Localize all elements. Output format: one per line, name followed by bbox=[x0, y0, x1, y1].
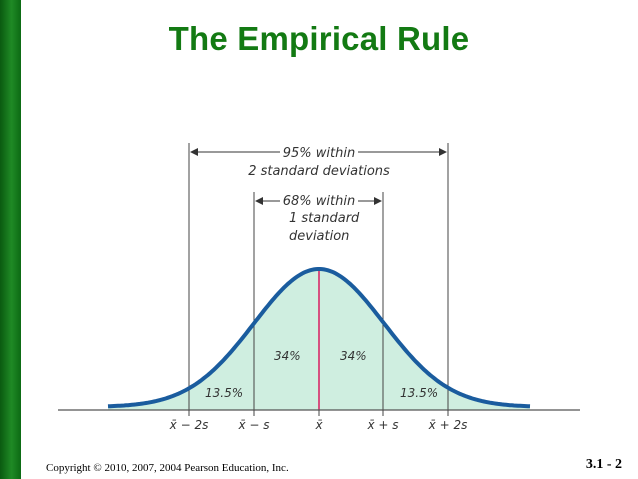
tick-label-plus-s: x̄ + s bbox=[366, 418, 398, 432]
region-outer-right-pct: 13.5% bbox=[400, 386, 438, 400]
tick-label-mean: x̄ bbox=[314, 418, 323, 432]
tick-label-minus-2s: x̄ − 2s bbox=[169, 418, 209, 432]
span-95-label-line1: 95% within bbox=[283, 146, 355, 161]
slide-number: 3.1 - 2 bbox=[585, 457, 622, 472]
span-68-label-line3: deviation bbox=[289, 229, 349, 244]
span-68-label-line1: 68% within bbox=[283, 194, 355, 209]
copyright-notice: Copyright © 2010, 2007, 2004 Pearson Edu… bbox=[46, 462, 289, 474]
tick-label-plus-2s: x̄ + 2s bbox=[428, 418, 468, 432]
region-outer-left-pct: 13.5% bbox=[205, 386, 243, 400]
region-inner-right-pct: 34% bbox=[340, 349, 367, 363]
slide-title: The Empirical Rule bbox=[168, 20, 470, 57]
bell-curve bbox=[107, 267, 531, 409]
tick-label-minus-s: x̄ − s bbox=[237, 418, 269, 432]
side-accent-bar bbox=[0, 0, 21, 479]
span-68-label-line2: 1 standard bbox=[289, 211, 360, 226]
span-95-label-line2: 2 standard deviations bbox=[248, 164, 390, 179]
region-inner-left-pct: 34% bbox=[274, 349, 301, 363]
